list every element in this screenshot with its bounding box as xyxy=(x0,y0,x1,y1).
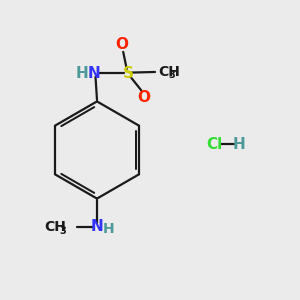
Text: Cl: Cl xyxy=(207,136,223,152)
Text: CH: CH xyxy=(158,65,180,79)
Text: H: H xyxy=(232,136,245,152)
Text: CH: CH xyxy=(44,220,66,234)
Text: S: S xyxy=(122,66,134,81)
Text: N: N xyxy=(91,219,103,234)
Text: N: N xyxy=(88,66,100,81)
Text: H: H xyxy=(102,222,114,236)
Text: O: O xyxy=(138,89,151,104)
Text: 3: 3 xyxy=(59,226,66,236)
Text: 3: 3 xyxy=(168,70,175,80)
Text: O: O xyxy=(116,37,128,52)
Text: H: H xyxy=(75,66,88,81)
